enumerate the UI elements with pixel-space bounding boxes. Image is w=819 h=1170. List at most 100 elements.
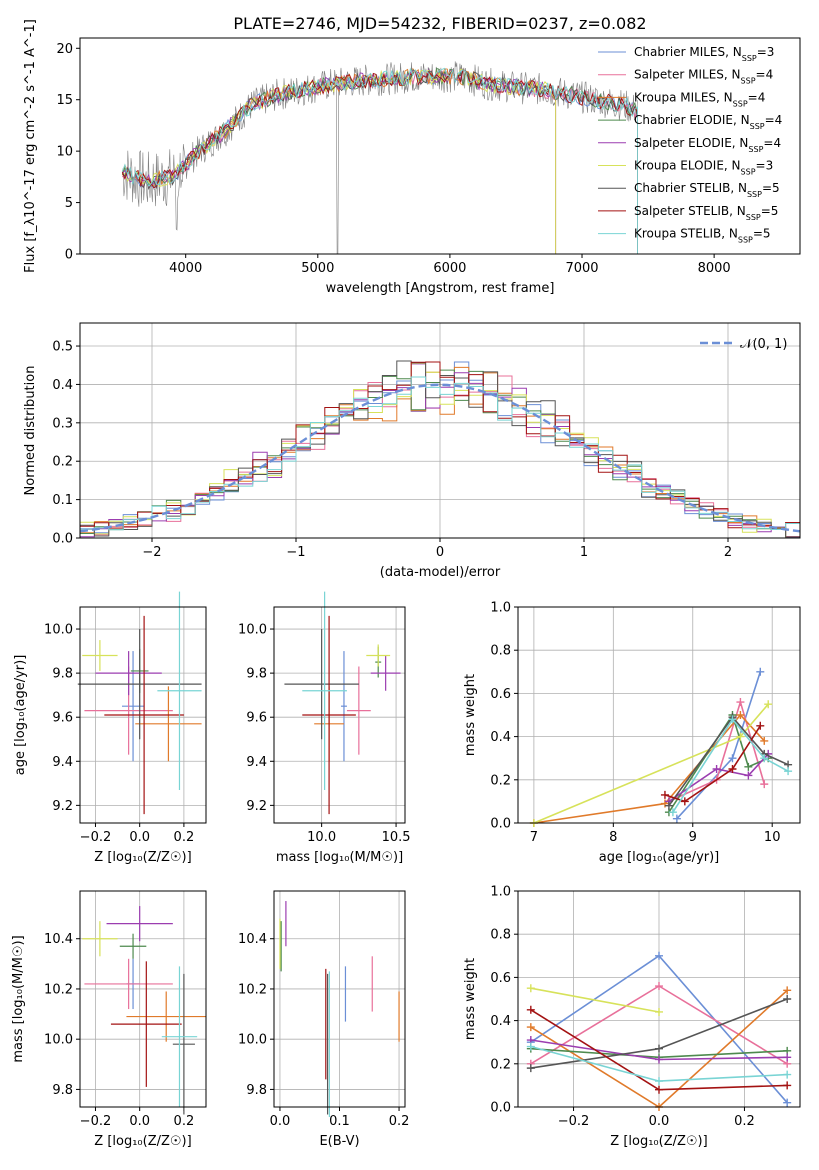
y-tick-label: 9.8 [246, 667, 267, 682]
legend-entry: Salpeter STELIB, NSSP=5 [634, 204, 778, 222]
plus-marker [728, 754, 737, 763]
panel-7: 0.0 0.1 0.2 9.8 10.0 10.2 10.4 E(B-V) [238, 890, 410, 1149]
plus-marker [736, 732, 745, 741]
panel-1: 4000 5000 6000 7000 8000 0 5 10 15 20 wavelength [… [23, 14, 801, 296]
plus-marker [655, 1007, 663, 1016]
errorbars [279, 901, 400, 1118]
x-axis-label: age [log₁₀(age/yr)] [599, 850, 720, 865]
y-tick-label: 9.8 [246, 1083, 267, 1098]
y-tick-label: 9.8 [52, 667, 73, 682]
legend-entry: Chabrier MILES, NSSP=3 [634, 45, 774, 63]
x-tick-label: 10 [764, 830, 781, 845]
panel-2: −2 −1 0 1 2 0.0 0.1 0.2 0.3 0.4 0.5 (data-model)/er… [23, 322, 801, 580]
y-tick-label: 0.2 [490, 773, 511, 788]
axes-frame [273, 606, 406, 824]
model-spectrum [121, 69, 638, 254]
residual-histogram [80, 376, 800, 531]
plus-marker [784, 767, 793, 776]
y-tick-label: 10.4 [44, 932, 73, 947]
y-tick-label: 10.0 [238, 1033, 267, 1048]
plus-marker [655, 1044, 663, 1053]
x-tick-label: 9 [689, 830, 697, 845]
x-tick-label: 0.0 [129, 1114, 150, 1129]
model-spectrum [121, 68, 638, 254]
x-tick-label: −0.2 [80, 830, 112, 845]
plus-marker [760, 780, 769, 789]
x-tick-label: 0.0 [129, 830, 150, 845]
y-tick-label: 9.2 [246, 799, 267, 814]
y-tick-label: 10.4 [238, 932, 267, 947]
x-tick-label: 8 [609, 830, 617, 845]
model-spectrum [121, 67, 557, 254]
x-tick-label: 0 [436, 545, 444, 560]
plus-marker [783, 995, 792, 1003]
x-axis-label: E(B-V) [319, 1134, 359, 1149]
chart-title: PLATE=2746, MJD=54232, FIBERID=0237, z=0… [233, 14, 646, 33]
x-axis-label: Z [log₁₀(Z/Z☉)] [94, 1134, 191, 1149]
y-tick-label: 0.1 [52, 493, 73, 508]
y-tick-label: 10.0 [44, 1033, 73, 1048]
x-tick-label: 0.2 [389, 1114, 410, 1129]
weight-line [530, 987, 660, 1013]
plus-marker [783, 1053, 792, 1062]
weight-line [668, 715, 789, 807]
plus-marker [728, 765, 737, 773]
x-tick-label: 0.0 [270, 1114, 291, 1129]
y-tick-label: 9.6 [52, 711, 73, 726]
panel-4: 10.0 10.5 9.2 9.4 9.6 9.8 10.0 mass [log₁₀(M/M☉… [238, 591, 411, 865]
y-tick-label: 0.3 [52, 416, 73, 431]
y-tick-label: 15 [56, 93, 73, 108]
gaussian-curve [79, 383, 801, 533]
plus-marker [712, 765, 721, 773]
plus-marker [760, 754, 769, 763]
axes-frame [79, 37, 801, 255]
plus-marker [526, 984, 535, 993]
model-spectrum [121, 67, 638, 254]
y-tick-label: 0.6 [490, 971, 511, 986]
y-tick-label: 1.0 [490, 885, 511, 900]
plus-marker [736, 711, 745, 719]
y-tick-label: 0.6 [490, 687, 511, 702]
y-axis-label: Normed distribution [23, 366, 38, 496]
x-tick-label: 7 [530, 830, 538, 845]
x-tick-label: 10.5 [382, 830, 411, 845]
x-tick-label: 10.0 [307, 830, 336, 845]
plus-marker [783, 986, 792, 995]
x-tick-label: 8000 [698, 261, 731, 276]
axes-frame [517, 890, 801, 1108]
x-tick-label: −0.2 [558, 1114, 590, 1129]
plus-marker [526, 1005, 535, 1014]
errorbars [82, 906, 206, 1115]
y-tick-label: 9.8 [52, 1083, 73, 1098]
weight-line [668, 713, 769, 813]
plus-marker [764, 700, 773, 709]
y-tick-label: 9.4 [246, 755, 267, 770]
histograms [79, 360, 801, 539]
plus-marker [672, 814, 681, 823]
residual-histogram [80, 360, 800, 538]
y-axis-label: mass [log₁₀(M/M☉)] [11, 935, 26, 1062]
errorbars [77, 591, 202, 815]
x-axis-label: wavelength [Angstrom, rest frame] [326, 281, 555, 296]
legend-entry: Kroupa ELODIE, NSSP=3 [634, 159, 773, 177]
plus-marker [655, 1055, 663, 1064]
y-tick-label: 0.4 [490, 1014, 511, 1029]
y-tick-label: 1.0 [490, 601, 511, 616]
plus-marker [728, 715, 737, 724]
y-tick-label: 0.8 [490, 928, 511, 943]
legend-entry: Kroupa STELIB, NSSP=5 [634, 227, 771, 245]
y-tick-label: 0.2 [490, 1057, 511, 1072]
x-tick-label: 6000 [433, 261, 466, 276]
model-spectrum [121, 68, 638, 254]
plus-marker [668, 808, 677, 817]
panel-3: −0.2 0.0 0.2 9.2 9.4 9.6 9.8 10.0 Z [log₁₀(Z/Z☉)… [13, 591, 207, 865]
x-tick-label: 0.2 [734, 1114, 755, 1129]
legend-entry: Salpeter ELODIE, NSSP=4 [634, 136, 781, 154]
weight-lines [529, 667, 793, 827]
x-tick-label: 0.2 [174, 830, 195, 845]
weight-lines [526, 951, 792, 1111]
x-axis-label: (data-model)/error [380, 565, 501, 580]
x-axis-label: Z [log₁₀(Z/Z☉)] [94, 850, 191, 865]
legend-entry: Chabrier STELIB, NSSP=5 [634, 181, 780, 199]
